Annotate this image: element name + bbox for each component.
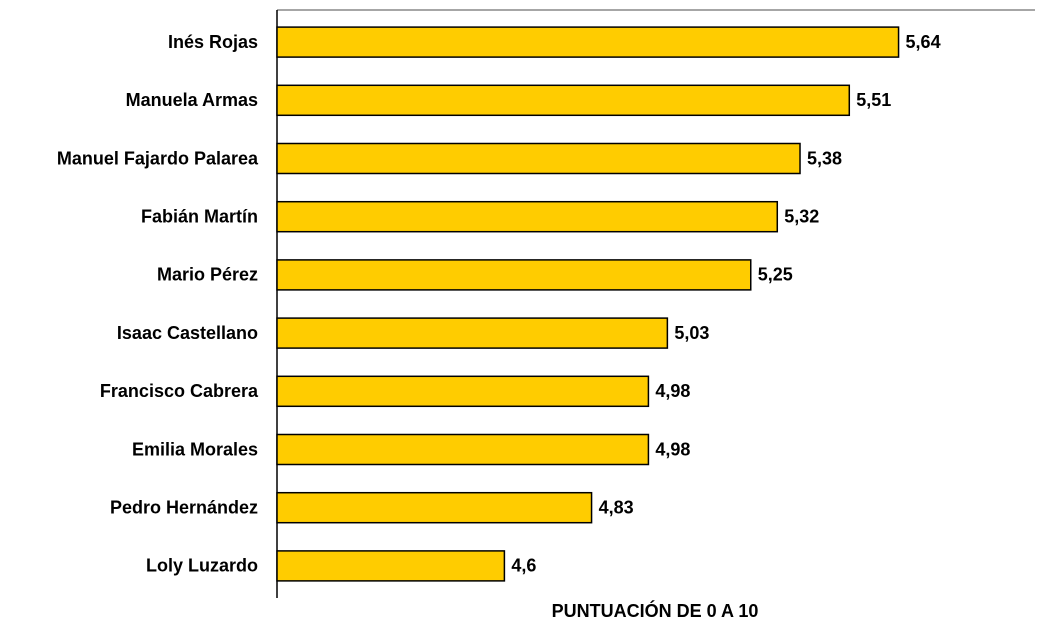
- category-label: Mario Pérez: [157, 265, 258, 285]
- category-label: Isaac Castellano: [117, 323, 258, 343]
- value-label: 4,98: [655, 381, 690, 401]
- category-label: Manuela Armas: [126, 90, 258, 110]
- bar: [276, 142, 801, 175]
- category-label: Loly Luzardo: [146, 556, 258, 576]
- category-label: Francisco Cabrera: [100, 381, 259, 401]
- bar: [276, 317, 669, 349]
- category-label: Emilia Morales: [132, 439, 258, 459]
- category-label: Pedro Hernández: [110, 497, 258, 517]
- bar: [276, 375, 650, 408]
- bar: [276, 433, 650, 466]
- category-label: Manuel Fajardo Palarea: [57, 148, 259, 168]
- x-axis-label: PUNTUACIÓN DE 0 A 10: [552, 600, 759, 621]
- bar: [276, 26, 900, 58]
- value-label: 4,98: [655, 439, 690, 459]
- bar: [276, 550, 506, 582]
- value-label: 5,25: [758, 265, 793, 285]
- bar: [276, 84, 851, 117]
- bar: [276, 200, 779, 233]
- value-label: 5,03: [674, 323, 709, 343]
- category-label: Inés Rojas: [168, 32, 258, 52]
- category-label: Fabián Martín: [141, 206, 258, 226]
- value-label: 4,83: [599, 497, 634, 517]
- value-label: 5,51: [856, 90, 891, 110]
- bar: [276, 491, 593, 524]
- value-label: 5,32: [784, 206, 819, 226]
- value-label: 5,38: [807, 148, 842, 168]
- value-label: 4,6: [511, 556, 536, 576]
- value-label: 5,64: [906, 32, 941, 52]
- bar: [276, 259, 752, 291]
